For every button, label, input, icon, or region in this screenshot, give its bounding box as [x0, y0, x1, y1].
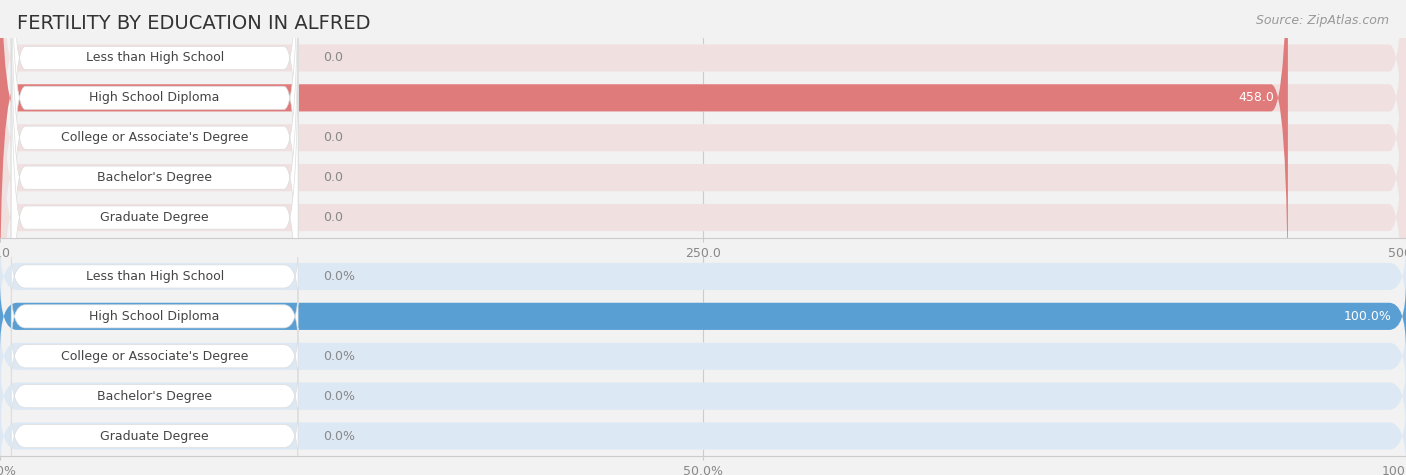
- FancyBboxPatch shape: [11, 408, 298, 465]
- Text: High School Diploma: High School Diploma: [90, 310, 219, 323]
- FancyBboxPatch shape: [11, 29, 298, 406]
- FancyBboxPatch shape: [0, 0, 1406, 403]
- FancyBboxPatch shape: [0, 282, 1406, 351]
- FancyBboxPatch shape: [0, 402, 1406, 470]
- FancyBboxPatch shape: [11, 288, 298, 345]
- Text: 458.0: 458.0: [1237, 91, 1274, 104]
- Text: 100.0%: 100.0%: [1344, 310, 1392, 323]
- FancyBboxPatch shape: [11, 368, 298, 425]
- FancyBboxPatch shape: [0, 362, 1406, 430]
- FancyBboxPatch shape: [0, 402, 1406, 470]
- Text: College or Associate's Degree: College or Associate's Degree: [60, 350, 249, 363]
- FancyBboxPatch shape: [0, 0, 1406, 323]
- Text: Source: ZipAtlas.com: Source: ZipAtlas.com: [1256, 14, 1389, 27]
- FancyBboxPatch shape: [0, 322, 1406, 390]
- FancyBboxPatch shape: [0, 0, 1406, 363]
- Text: Bachelor's Degree: Bachelor's Degree: [97, 171, 212, 184]
- Text: Graduate Degree: Graduate Degree: [100, 429, 209, 443]
- Text: High School Diploma: High School Diploma: [90, 91, 219, 104]
- Text: 0.0%: 0.0%: [323, 429, 356, 443]
- Text: College or Associate's Degree: College or Associate's Degree: [60, 131, 249, 144]
- FancyBboxPatch shape: [0, 282, 1406, 351]
- FancyBboxPatch shape: [11, 248, 298, 305]
- Text: 0.0%: 0.0%: [323, 350, 356, 363]
- FancyBboxPatch shape: [0, 242, 1406, 311]
- Text: 0.0: 0.0: [323, 171, 343, 184]
- Text: 0.0%: 0.0%: [323, 390, 356, 403]
- Text: Bachelor's Degree: Bachelor's Degree: [97, 390, 212, 403]
- FancyBboxPatch shape: [0, 362, 1406, 430]
- FancyBboxPatch shape: [11, 328, 298, 385]
- FancyBboxPatch shape: [0, 0, 1406, 284]
- Text: Less than High School: Less than High School: [86, 51, 224, 65]
- Text: FERTILITY BY EDUCATION IN ALFRED: FERTILITY BY EDUCATION IN ALFRED: [17, 14, 370, 33]
- Text: Less than High School: Less than High School: [86, 270, 224, 283]
- FancyBboxPatch shape: [0, 0, 1406, 443]
- FancyBboxPatch shape: [0, 0, 1406, 443]
- Text: 0.0: 0.0: [323, 211, 343, 224]
- FancyBboxPatch shape: [11, 0, 298, 326]
- FancyBboxPatch shape: [0, 0, 1406, 323]
- FancyBboxPatch shape: [11, 0, 298, 286]
- Text: Graduate Degree: Graduate Degree: [100, 211, 209, 224]
- Text: 0.0: 0.0: [323, 51, 343, 65]
- FancyBboxPatch shape: [0, 322, 1406, 390]
- FancyBboxPatch shape: [0, 282, 1406, 351]
- Text: 0.0%: 0.0%: [323, 270, 356, 283]
- FancyBboxPatch shape: [0, 0, 1406, 363]
- FancyBboxPatch shape: [11, 0, 298, 246]
- FancyBboxPatch shape: [0, 0, 1406, 284]
- FancyBboxPatch shape: [0, 242, 1406, 311]
- FancyBboxPatch shape: [0, 0, 1288, 323]
- Text: 0.0: 0.0: [323, 131, 343, 144]
- FancyBboxPatch shape: [0, 0, 1406, 403]
- FancyBboxPatch shape: [11, 0, 298, 366]
